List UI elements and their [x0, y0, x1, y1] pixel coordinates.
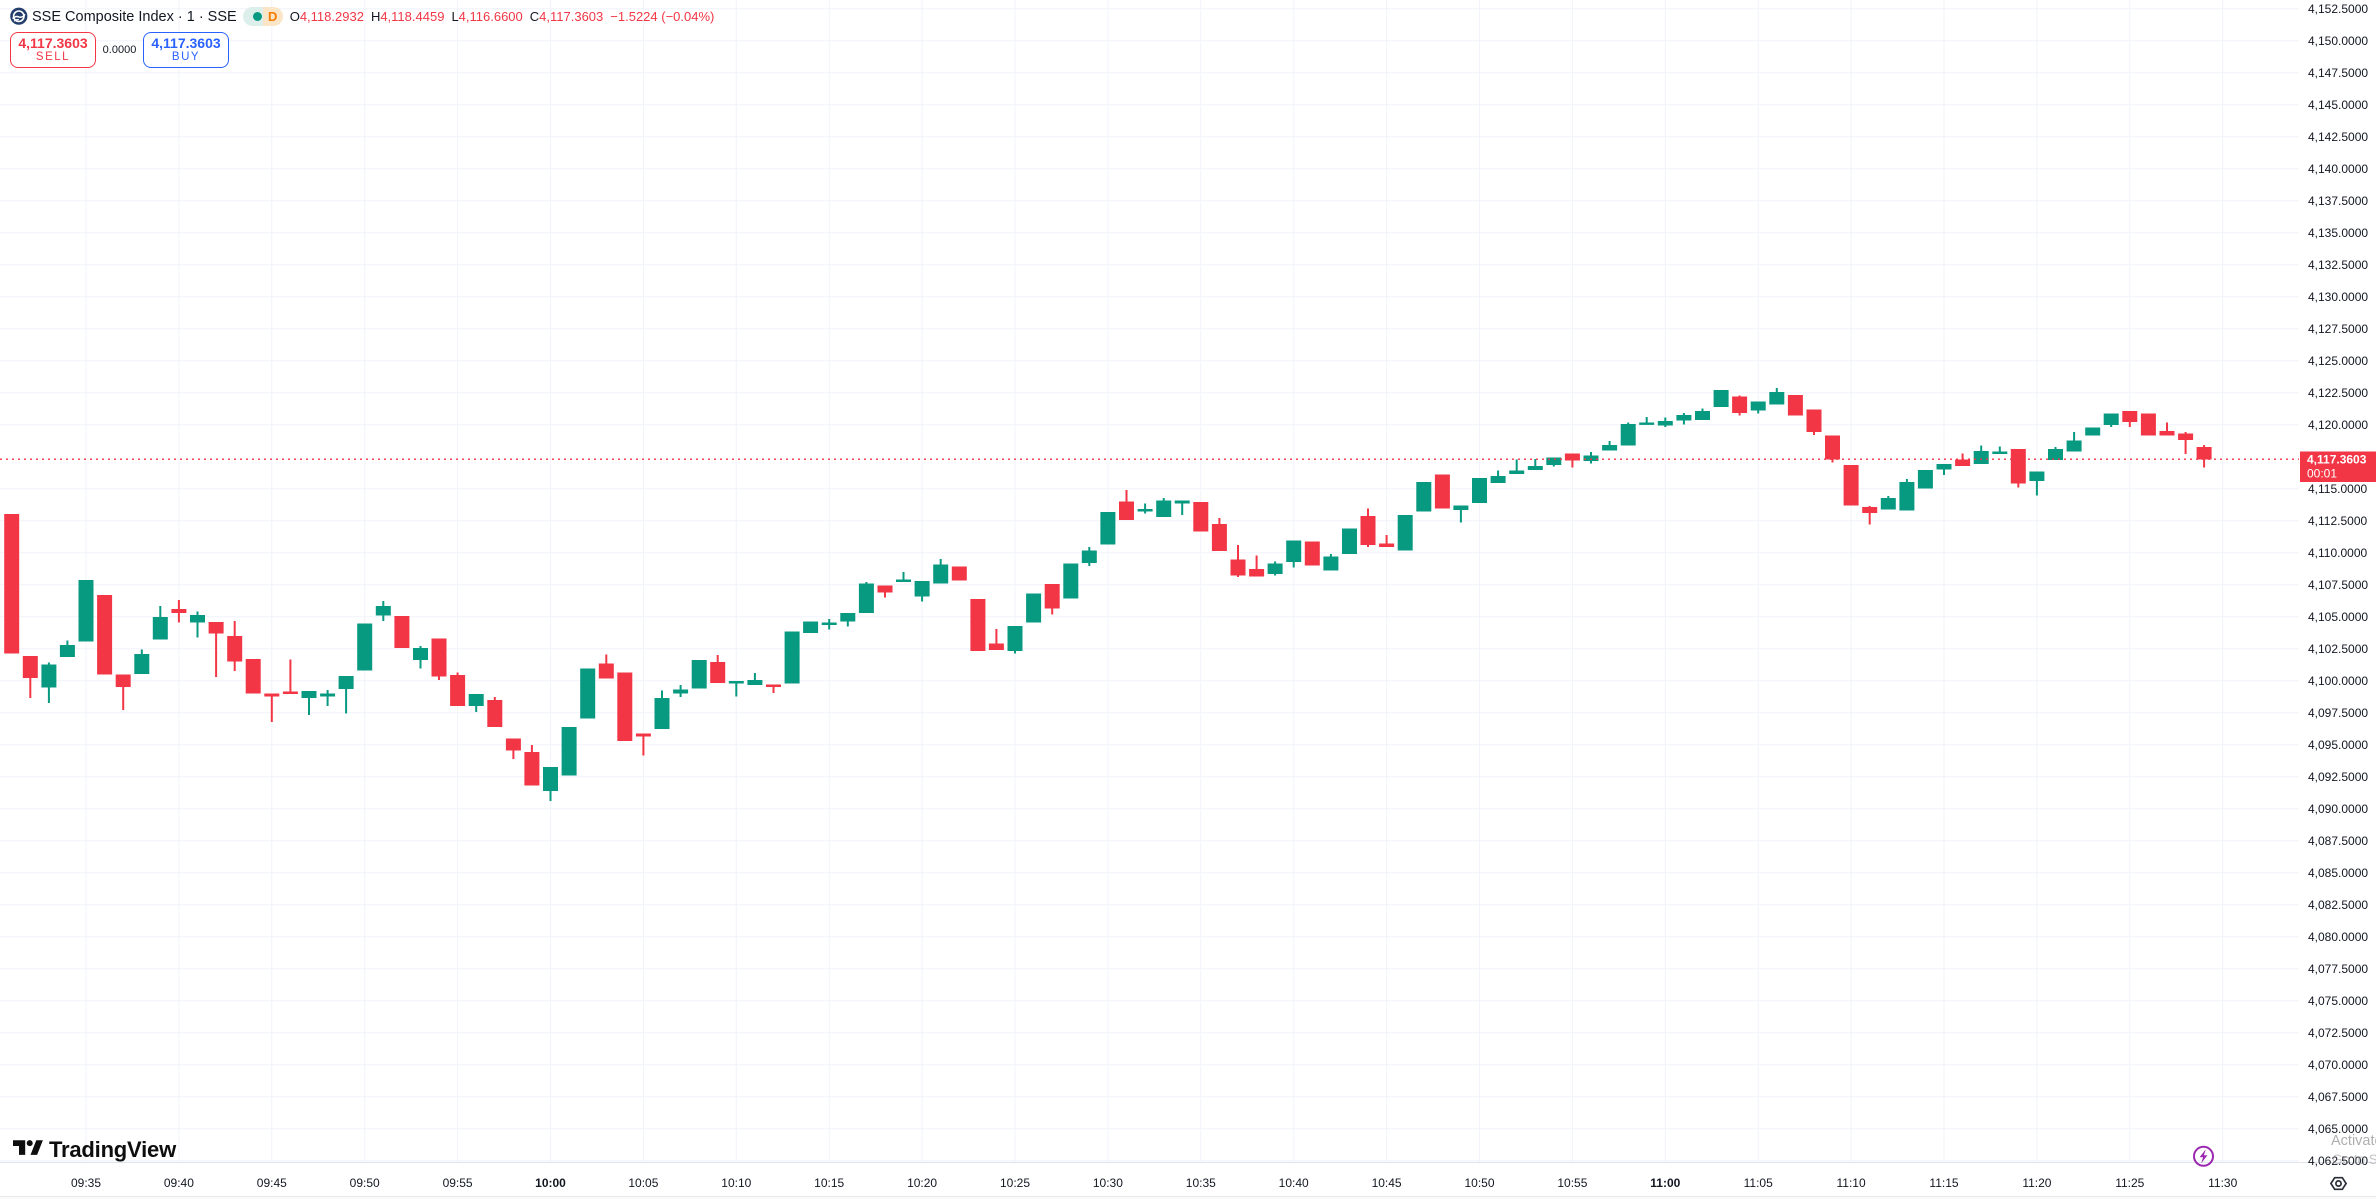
svg-text:10:10: 10:10 — [721, 1176, 751, 1190]
svg-text:4,087.5000: 4,087.5000 — [2308, 834, 2368, 848]
svg-text:4,137.5000: 4,137.5000 — [2308, 194, 2368, 208]
svg-text:10:20: 10:20 — [907, 1176, 937, 1190]
svg-text:10:40: 10:40 — [1279, 1176, 1309, 1190]
svg-text:4,120.0000: 4,120.0000 — [2308, 418, 2368, 432]
svg-text:4,140.0000: 4,140.0000 — [2308, 162, 2368, 176]
svg-text:10:30: 10:30 — [1093, 1176, 1123, 1190]
svg-text:4,065.0000: 4,065.0000 — [2308, 1122, 2368, 1136]
svg-text:10:05: 10:05 — [628, 1176, 658, 1190]
svg-text:10:50: 10:50 — [1464, 1176, 1494, 1190]
svg-text:11:20: 11:20 — [2022, 1176, 2051, 1190]
svg-text:10:00: 10:00 — [535, 1176, 566, 1190]
svg-text:4,097.5000: 4,097.5000 — [2308, 706, 2368, 720]
svg-text:10:55: 10:55 — [1557, 1176, 1587, 1190]
svg-text:4,092.5000: 4,092.5000 — [2308, 770, 2368, 784]
svg-text:4,150.0000: 4,150.0000 — [2308, 34, 2368, 48]
svg-text:11:15: 11:15 — [1929, 1176, 1958, 1190]
svg-text:11:05: 11:05 — [1744, 1176, 1773, 1190]
svg-text:4,080.0000: 4,080.0000 — [2308, 930, 2368, 944]
svg-text:4,075.0000: 4,075.0000 — [2308, 994, 2368, 1008]
svg-text:4,117.3603: 4,117.3603 — [2307, 453, 2367, 467]
svg-text:4,070.0000: 4,070.0000 — [2308, 1058, 2368, 1072]
svg-text:00:01: 00:01 — [2307, 467, 2337, 481]
svg-text:11:10: 11:10 — [1837, 1176, 1866, 1190]
svg-text:10:25: 10:25 — [1000, 1176, 1030, 1190]
svg-text:4,085.0000: 4,085.0000 — [2308, 866, 2368, 880]
svg-text:4,105.0000: 4,105.0000 — [2308, 610, 2368, 624]
svg-text:4,145.0000: 4,145.0000 — [2308, 98, 2368, 112]
svg-text:4,112.5000: 4,112.5000 — [2308, 514, 2367, 528]
svg-text:4,107.5000: 4,107.5000 — [2308, 578, 2368, 592]
svg-text:4,130.0000: 4,130.0000 — [2308, 290, 2368, 304]
svg-text:4,125.0000: 4,125.0000 — [2308, 354, 2368, 368]
svg-text:09:55: 09:55 — [443, 1176, 473, 1190]
svg-text:4,135.0000: 4,135.0000 — [2308, 226, 2368, 240]
svg-text:4,077.5000: 4,077.5000 — [2308, 962, 2368, 976]
svg-text:4,110.0000: 4,110.0000 — [2308, 546, 2367, 560]
svg-text:4,102.5000: 4,102.5000 — [2308, 642, 2368, 656]
svg-text:10:15: 10:15 — [814, 1176, 844, 1190]
svg-text:4,090.0000: 4,090.0000 — [2308, 802, 2368, 816]
svg-text:4,062.5000: 4,062.5000 — [2308, 1154, 2368, 1168]
svg-text:4,095.0000: 4,095.0000 — [2308, 738, 2368, 752]
svg-text:4,127.5000: 4,127.5000 — [2308, 322, 2368, 336]
svg-text:11:25: 11:25 — [2115, 1176, 2144, 1190]
svg-text:09:40: 09:40 — [164, 1176, 194, 1190]
svg-text:4,115.0000: 4,115.0000 — [2308, 482, 2367, 496]
svg-text:4,147.5000: 4,147.5000 — [2308, 66, 2368, 80]
svg-text:4,072.5000: 4,072.5000 — [2308, 1026, 2368, 1040]
svg-text:4,082.5000: 4,082.5000 — [2308, 898, 2368, 912]
svg-text:4,100.0000: 4,100.0000 — [2308, 674, 2368, 688]
svg-text:09:50: 09:50 — [350, 1176, 380, 1190]
svg-text:10:45: 10:45 — [1372, 1176, 1402, 1190]
svg-text:4,067.5000: 4,067.5000 — [2308, 1090, 2368, 1104]
svg-text:09:45: 09:45 — [257, 1176, 287, 1190]
svg-text:11:30: 11:30 — [2208, 1176, 2237, 1190]
svg-text:09:35: 09:35 — [71, 1176, 101, 1190]
svg-text:4,132.5000: 4,132.5000 — [2308, 258, 2368, 272]
svg-text:4,142.5000: 4,142.5000 — [2308, 130, 2368, 144]
svg-text:4,122.5000: 4,122.5000 — [2308, 386, 2368, 400]
svg-text:10:35: 10:35 — [1186, 1176, 1216, 1190]
svg-text:11:00: 11:00 — [1650, 1176, 1680, 1190]
svg-text:4,152.5000: 4,152.5000 — [2308, 2, 2368, 16]
